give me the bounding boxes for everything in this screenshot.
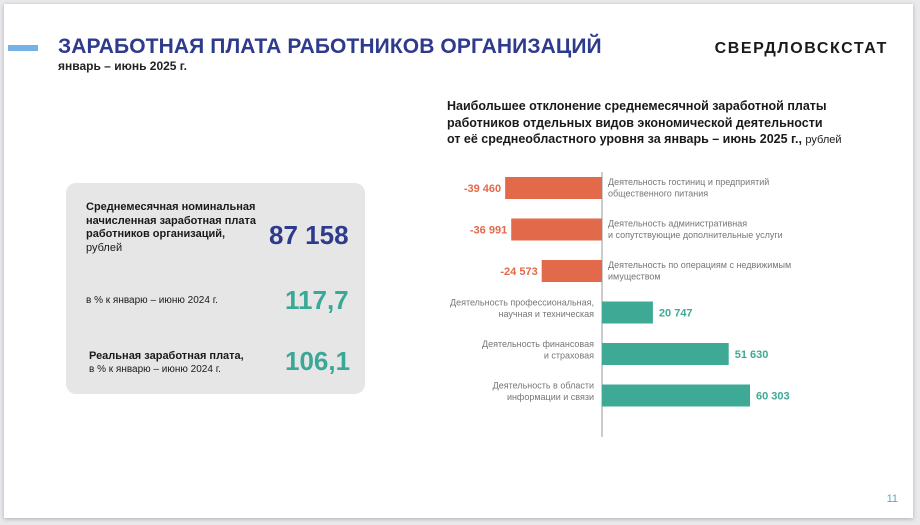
category-label-6-line-2: информации и связи [507, 392, 594, 402]
data-label-5: 51 630 [735, 349, 769, 361]
avg-salary-unit: рублей [86, 241, 123, 254]
data-label-3: -24 573 [500, 266, 537, 278]
data-label-1: -39 460 [464, 183, 501, 195]
avg-salary-label-text: Среднемесячная номинальная начисленная з… [86, 201, 256, 240]
category-label-1: Деятельность гостиниц и предприятий общес… [608, 177, 769, 199]
accent-bar [8, 45, 38, 51]
category-label-6: Деятельность в области информации и связи [493, 381, 594, 403]
real-salary-label-text: Реальная заработная плата, [89, 350, 244, 362]
category-label-1-line-2: общественного питания [608, 189, 708, 199]
chart-title-line2: работников отдельных видов экономической… [447, 115, 823, 130]
bar-2 [511, 218, 602, 241]
data-label-2: -36 991 [470, 225, 507, 237]
category-label-5-line-1: Деятельность финансовая [482, 339, 594, 349]
category-label-5-line-2: и страховая [544, 351, 594, 361]
real-salary-sub: в % к январю – июню 2024 г. [89, 364, 221, 375]
bar-4 [602, 301, 653, 324]
bar-5 [602, 343, 729, 365]
chart-title-line1: Наибольшее отклонение среднемесячной зар… [447, 99, 827, 113]
category-label-3-line-2: имуществом [608, 272, 661, 282]
category-label-4-line-1: Деятельность профессиональная, [450, 298, 594, 308]
data-label-6: 60 303 [756, 391, 790, 403]
page-subtitle: январь – июнь 2025 г. [58, 59, 187, 73]
bar-6 [602, 384, 750, 407]
category-label-3-line-1: Деятельность по операциям с недвижимым [608, 260, 791, 270]
real-salary-value: 106,1 [285, 346, 351, 376]
real-salary-label: Реальная заработная плата, в % к январю … [89, 350, 279, 376]
category-label-6-line-1: Деятельность в области [493, 381, 594, 391]
category-label-3: Деятельность по операциям с недвижимым им… [608, 260, 791, 282]
category-label-4: Деятельность профессиональная, научная и … [450, 298, 594, 320]
category-label-1-line-1: Деятельность гостиниц и предприятий [608, 177, 769, 187]
data-label-4: 20 747 [659, 308, 693, 320]
chart-title-units: рублей [805, 134, 842, 146]
bar-1 [505, 177, 602, 199]
category-label-2-line-1: Деятельность административная [608, 219, 747, 229]
bar-3 [541, 260, 602, 282]
category-label-2-line-2: и сопутствующие дополнительные услуги [608, 230, 783, 240]
category-label-5: Деятельность финансовая и страховая [482, 339, 594, 361]
summary-card [66, 183, 365, 394]
chart-title-line3-wrap: от её среднеобластного уровня за январь … [447, 131, 887, 149]
nominal-index-value: 117,7 [285, 285, 349, 315]
nominal-index-label: в % к январю – июню 2024 г. [86, 295, 218, 306]
avg-salary-value: 87 158 [269, 220, 349, 250]
category-label-4-line-2: научная и техническая [499, 309, 595, 319]
page-number: 11 [886, 493, 898, 505]
category-label-2: Деятельность административная и сопутству… [608, 219, 783, 241]
avg-salary-label: Среднемесячная номинальная начисленная з… [86, 201, 256, 255]
page-title: ЗАРАБОТНАЯ ПЛАТА РАБОТНИКОВ ОРГАНИЗАЦИЙ [58, 35, 602, 58]
chart-title-line3: от её среднеобластного уровня за январь … [447, 132, 802, 146]
logo: СВЕРДЛОВСКСТАТ [714, 40, 888, 57]
chart-title: Наибольшее отклонение среднемесячной зар… [447, 98, 887, 149]
